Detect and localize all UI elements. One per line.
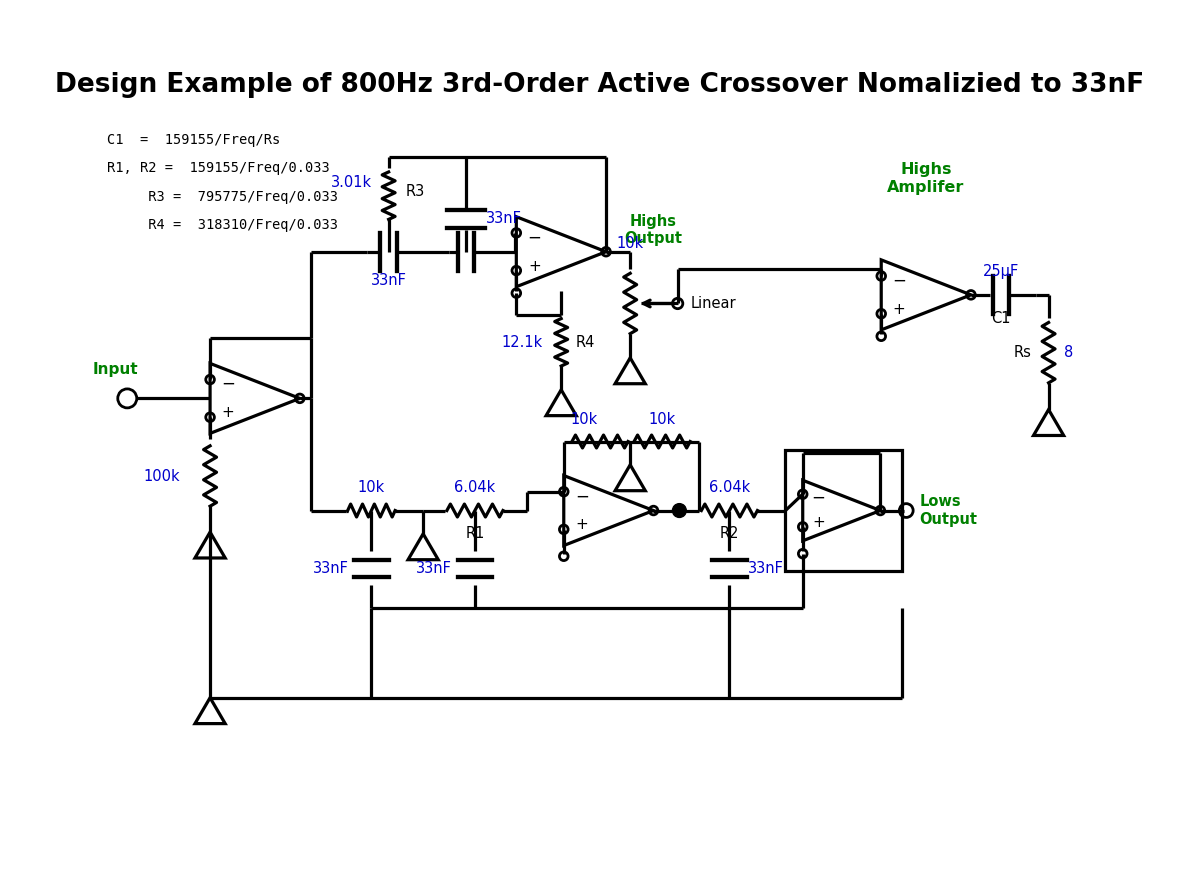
- Text: 6.04k: 6.04k: [709, 480, 750, 495]
- Text: R2: R2: [720, 526, 739, 541]
- Text: +: +: [222, 405, 234, 420]
- Text: 10k: 10k: [571, 412, 598, 427]
- Text: Design Example of 800Hz 3rd-Order Active Crossover Nomalizied to 33nF: Design Example of 800Hz 3rd-Order Active…: [55, 72, 1145, 98]
- Text: −: −: [575, 488, 589, 505]
- Text: +: +: [812, 516, 824, 531]
- Text: R1, R2 =  159155/Freq/0.033: R1, R2 = 159155/Freq/0.033: [107, 161, 329, 175]
- Text: −: −: [811, 489, 826, 507]
- Text: −: −: [893, 272, 906, 289]
- Text: +: +: [575, 517, 588, 532]
- Text: Lows
Output: Lows Output: [919, 495, 977, 527]
- Text: 25μF: 25μF: [983, 264, 1019, 279]
- Text: −: −: [527, 228, 541, 246]
- Text: R4 =  318310/Freq/0.033: R4 = 318310/Freq/0.033: [107, 218, 337, 232]
- Text: Input: Input: [92, 362, 138, 377]
- Text: Rs: Rs: [1014, 346, 1032, 360]
- Text: 8: 8: [1064, 346, 1073, 360]
- Text: 6.04k: 6.04k: [455, 480, 496, 495]
- Text: 10k: 10k: [617, 236, 644, 251]
- Text: +: +: [893, 302, 906, 317]
- Text: 3.01k: 3.01k: [331, 175, 372, 190]
- Text: C1  =  159155/Freq/Rs: C1 = 159155/Freq/Rs: [107, 132, 280, 146]
- Text: 33nF: 33nF: [416, 560, 452, 576]
- Text: Highs
Amplifer: Highs Amplifer: [887, 162, 965, 195]
- Text: 10k: 10k: [358, 480, 385, 495]
- Text: 100k: 100k: [144, 468, 180, 483]
- Text: Linear: Linear: [690, 296, 737, 311]
- Text: 33nF: 33nF: [749, 560, 785, 576]
- Text: R3: R3: [406, 184, 425, 199]
- Text: 33nF: 33nF: [486, 211, 522, 226]
- Text: 12.1k: 12.1k: [502, 335, 542, 350]
- Text: −: −: [221, 375, 235, 393]
- Text: R3 =  795775/Freq/0.033: R3 = 795775/Freq/0.033: [107, 189, 337, 203]
- Text: 10k: 10k: [648, 412, 676, 427]
- Text: 33nF: 33nF: [371, 273, 407, 288]
- Text: 33nF: 33nF: [313, 560, 349, 576]
- Text: R1: R1: [466, 526, 485, 541]
- Text: +: +: [528, 259, 541, 274]
- Text: Highs
Output: Highs Output: [624, 214, 683, 246]
- Text: C1: C1: [991, 310, 1010, 325]
- Text: R4: R4: [576, 335, 595, 350]
- Circle shape: [672, 503, 686, 517]
